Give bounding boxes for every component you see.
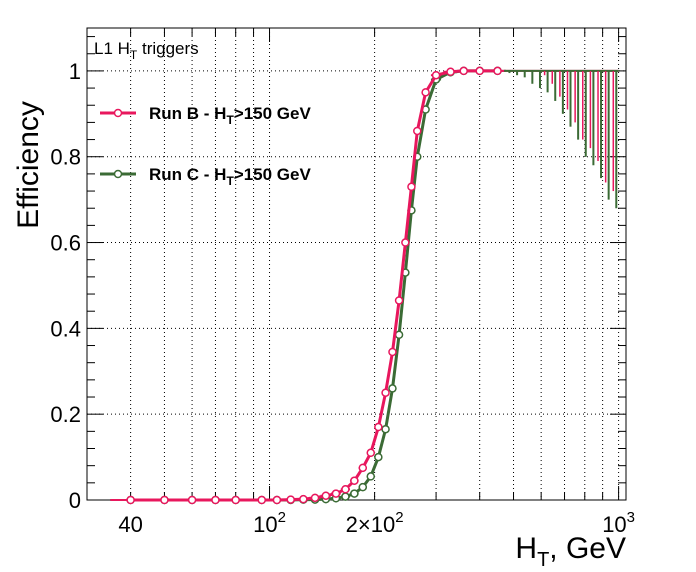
data-point: [407, 182, 416, 192]
y-tick-labels: 0 0.2 0.4 0.6 0.8 1: [50, 59, 81, 513]
data-point: [374, 452, 383, 462]
data-point: [421, 88, 430, 97]
y-tick-label: 0.4: [50, 316, 81, 341]
data-point: [381, 424, 390, 434]
annotation-sub: T: [130, 48, 138, 62]
x-axis-title-rest: , GeV: [549, 532, 626, 565]
data-point: [341, 485, 350, 494]
data-point: [341, 492, 350, 501]
data-point: [366, 472, 376, 481]
legend-entry-run-b: Run B - HT>150 GeV: [100, 104, 311, 127]
annotation-main: L1 H: [94, 39, 130, 58]
legend-label-run-c: Run C - HT>150 GeV: [149, 165, 311, 188]
legend-label-run-b-sub: T: [226, 113, 234, 127]
legend-marker-run-b: [113, 108, 123, 118]
x-tick-labels: 40 102 2×102 103: [118, 509, 635, 537]
x-tick-label-base: 2×10: [346, 512, 396, 537]
y-tick-label: 1: [69, 59, 81, 84]
y-tick-label: 0.2: [50, 402, 81, 427]
annotation-rest: triggers: [137, 39, 198, 58]
series-layer: [110, 66, 619, 505]
data-point: [446, 67, 455, 77]
series-run-b: [110, 66, 506, 505]
data-point: [388, 347, 397, 357]
legend-marker-run-c: [113, 169, 123, 179]
data-point: [187, 495, 197, 505]
x-axis-title-sub: T: [537, 549, 549, 571]
x-tick-label: 40: [118, 512, 142, 537]
legend-label-run-b-main: Run B - H: [149, 104, 226, 123]
data-point: [475, 66, 484, 76]
data-point: [358, 463, 368, 473]
data-point: [350, 476, 359, 485]
data-point: [272, 495, 282, 505]
x-tick-label-exponent: 2: [395, 509, 403, 526]
data-point: [388, 384, 397, 393]
x-axis-title: HT, GeV: [515, 532, 626, 571]
plot-frame: [86, 27, 627, 501]
data-point: [381, 388, 390, 397]
data-point: [413, 126, 422, 136]
x-tick-label-base: 10: [253, 512, 277, 537]
data-point: [257, 495, 266, 505]
data-point: [231, 495, 240, 505]
data-point: [401, 238, 410, 247]
legend-label-run-c-main: Run C - H: [149, 165, 226, 184]
x-tick-label-exponent: 2: [278, 509, 286, 526]
legend-label-run-c-sub: T: [226, 174, 234, 188]
data-point: [358, 482, 368, 492]
data-point: [211, 495, 220, 505]
data-point: [394, 296, 404, 305]
x-tick-label: 102: [253, 509, 286, 537]
x-axis-title-main: H: [515, 532, 537, 565]
data-point: [350, 489, 359, 498]
data-point: [493, 66, 502, 76]
x-tick-label-base: 10: [602, 512, 626, 537]
data-point: [160, 495, 169, 505]
data-point: [310, 493, 320, 503]
y-tick-label: 0.8: [50, 145, 81, 170]
legend-label-run-b-rest: >150 GeV: [234, 104, 312, 123]
x-tick-label-exponent: 3: [627, 509, 635, 526]
legend-label-run-c-rest: >150 GeV: [234, 165, 312, 184]
data-point: [126, 495, 135, 505]
y-tick-label: 0: [69, 488, 81, 513]
data-point: [299, 494, 308, 504]
legend-entry-run-c: Run C - HT>150 GeV: [100, 165, 311, 188]
x-tick-label: 2×102: [346, 509, 404, 537]
high-ht-tail: [504, 69, 619, 209]
x-tick-label-base: 40: [118, 512, 142, 537]
data-point: [459, 66, 468, 76]
data-point: [374, 422, 383, 432]
annotation: L1 HT triggers: [94, 39, 199, 62]
legend-label-run-b: Run B - HT>150 GeV: [149, 104, 311, 127]
y-tick-label: 0.6: [50, 231, 81, 256]
data-point: [286, 495, 295, 504]
data-point: [366, 448, 376, 458]
x-tick-label: 103: [602, 509, 635, 537]
data-point: [431, 70, 441, 80]
y-axis-title: Efficiency: [12, 101, 45, 229]
legend: Run B - HT>150 GeV Run C - HT>150 GeV: [100, 104, 311, 188]
data-point: [321, 491, 331, 500]
data-point: [331, 489, 341, 498]
data-point: [394, 330, 404, 340]
